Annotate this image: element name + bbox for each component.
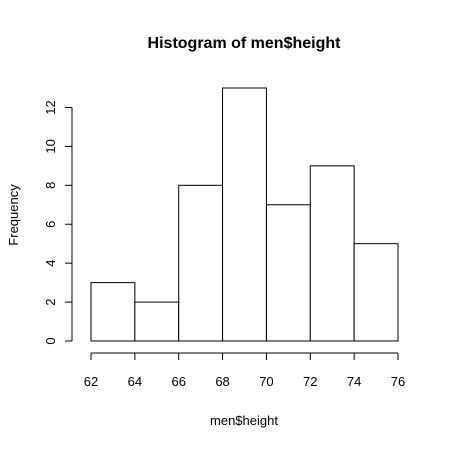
x-tick-label: 72 (303, 374, 317, 389)
x-tick-label: 74 (347, 374, 361, 389)
histogram-bar (90, 282, 136, 342)
histogram-bar (222, 87, 267, 342)
x-axis: 62 64 66 68 70 72 74 76 (84, 352, 405, 389)
histogram-bar (265, 204, 311, 342)
histogram-bar (134, 301, 180, 342)
histogram-bar (178, 184, 224, 342)
y-tick-label: 2 (43, 298, 58, 305)
x-tick-label: 70 (259, 374, 273, 389)
y-axis-label: Frequency (6, 184, 21, 246)
y-tick-label: 6 (43, 221, 58, 228)
histogram-bar (353, 243, 399, 342)
y-tick-label: 10 (43, 139, 58, 153)
y-tick-label: 8 (43, 182, 58, 189)
x-tick-label: 76 (391, 374, 405, 389)
y-tick-label: 4 (43, 260, 58, 267)
x-tick-label: 64 (128, 374, 142, 389)
histogram-bar (309, 165, 355, 342)
y-tick-label: 0 (43, 337, 58, 344)
bars-group (90, 87, 399, 342)
y-axis: 0 2 4 6 8 10 12 (43, 100, 73, 345)
y-tick-label: 12 (43, 100, 58, 114)
x-axis-label: men$height (210, 413, 278, 428)
x-tick-label: 68 (215, 374, 229, 389)
chart-title: Histogram of men$height (148, 35, 342, 52)
x-tick-label: 66 (171, 374, 185, 389)
x-tick-label: 62 (84, 374, 98, 389)
